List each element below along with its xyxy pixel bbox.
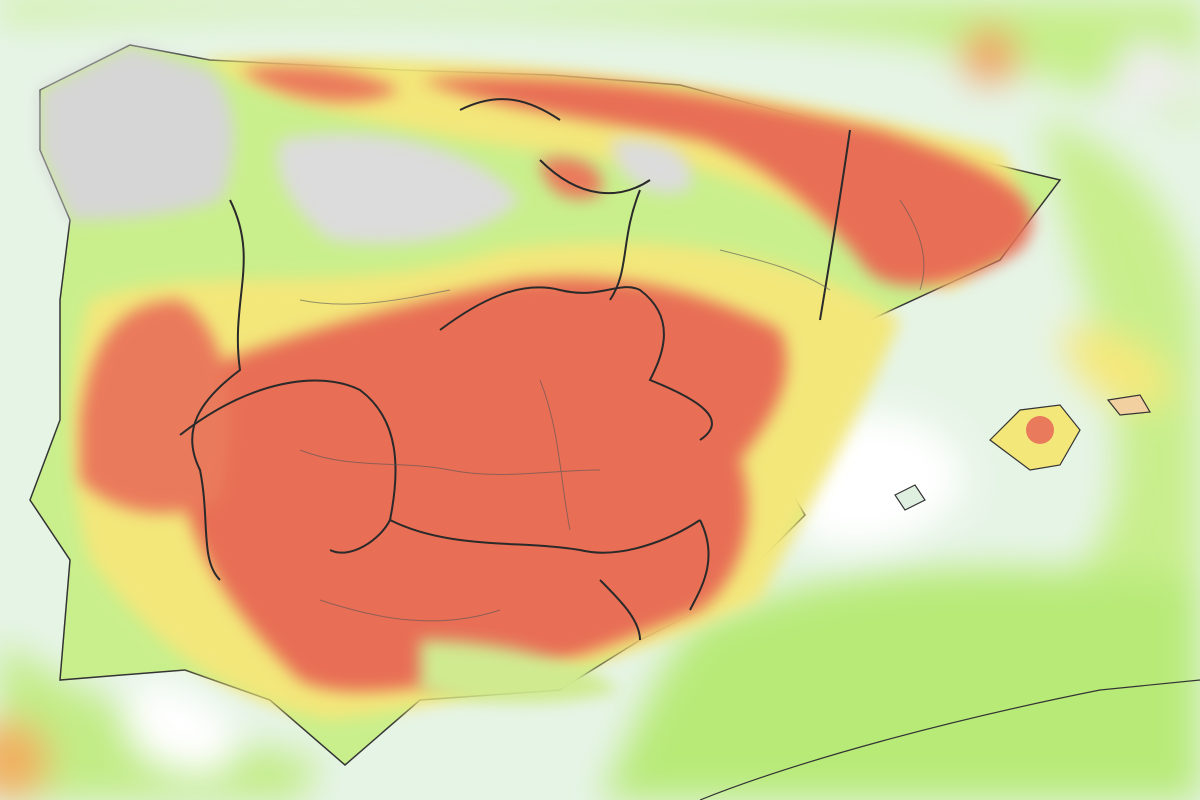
field-clear-cadiz	[127, 680, 236, 772]
field-cell-north	[962, 27, 1018, 83]
red-west	[80, 300, 230, 514]
field-gray-france	[1100, 40, 1200, 110]
red-cantabria	[240, 66, 400, 102]
gray-galicia	[40, 45, 234, 220]
border-extremadura	[179, 379, 397, 554]
north-africa-coast	[699, 679, 1200, 800]
border-castilla-la-mancha-north	[439, 286, 713, 441]
red-rioja	[540, 157, 602, 199]
field-cell-southwest	[0, 720, 50, 800]
field-north	[0, 0, 1200, 120]
gray-castilla	[277, 133, 520, 244]
ibiza	[894, 484, 926, 511]
border-portugal	[191, 199, 245, 581]
gray-field	[40, 45, 692, 704]
border-murcia	[599, 519, 710, 641]
field-yellow-menorca	[1060, 328, 1172, 407]
field-southeast	[600, 568, 1200, 800]
red-northeast	[420, 77, 1033, 286]
border-north	[459, 98, 651, 195]
province-line-2	[539, 379, 571, 531]
mallorca-cell	[1026, 416, 1054, 444]
province-borders	[299, 199, 925, 622]
region-borders	[179, 98, 851, 641]
green-granada	[420, 640, 620, 704]
province-line-4	[719, 199, 925, 291]
province-line-1	[299, 449, 601, 475]
gray-navarra	[610, 139, 692, 194]
province-line-3	[299, 289, 501, 622]
menorca	[1106, 394, 1151, 416]
border-andalucia	[389, 519, 701, 554]
border-aragon	[609, 129, 851, 321]
field-southwest	[0, 640, 320, 800]
